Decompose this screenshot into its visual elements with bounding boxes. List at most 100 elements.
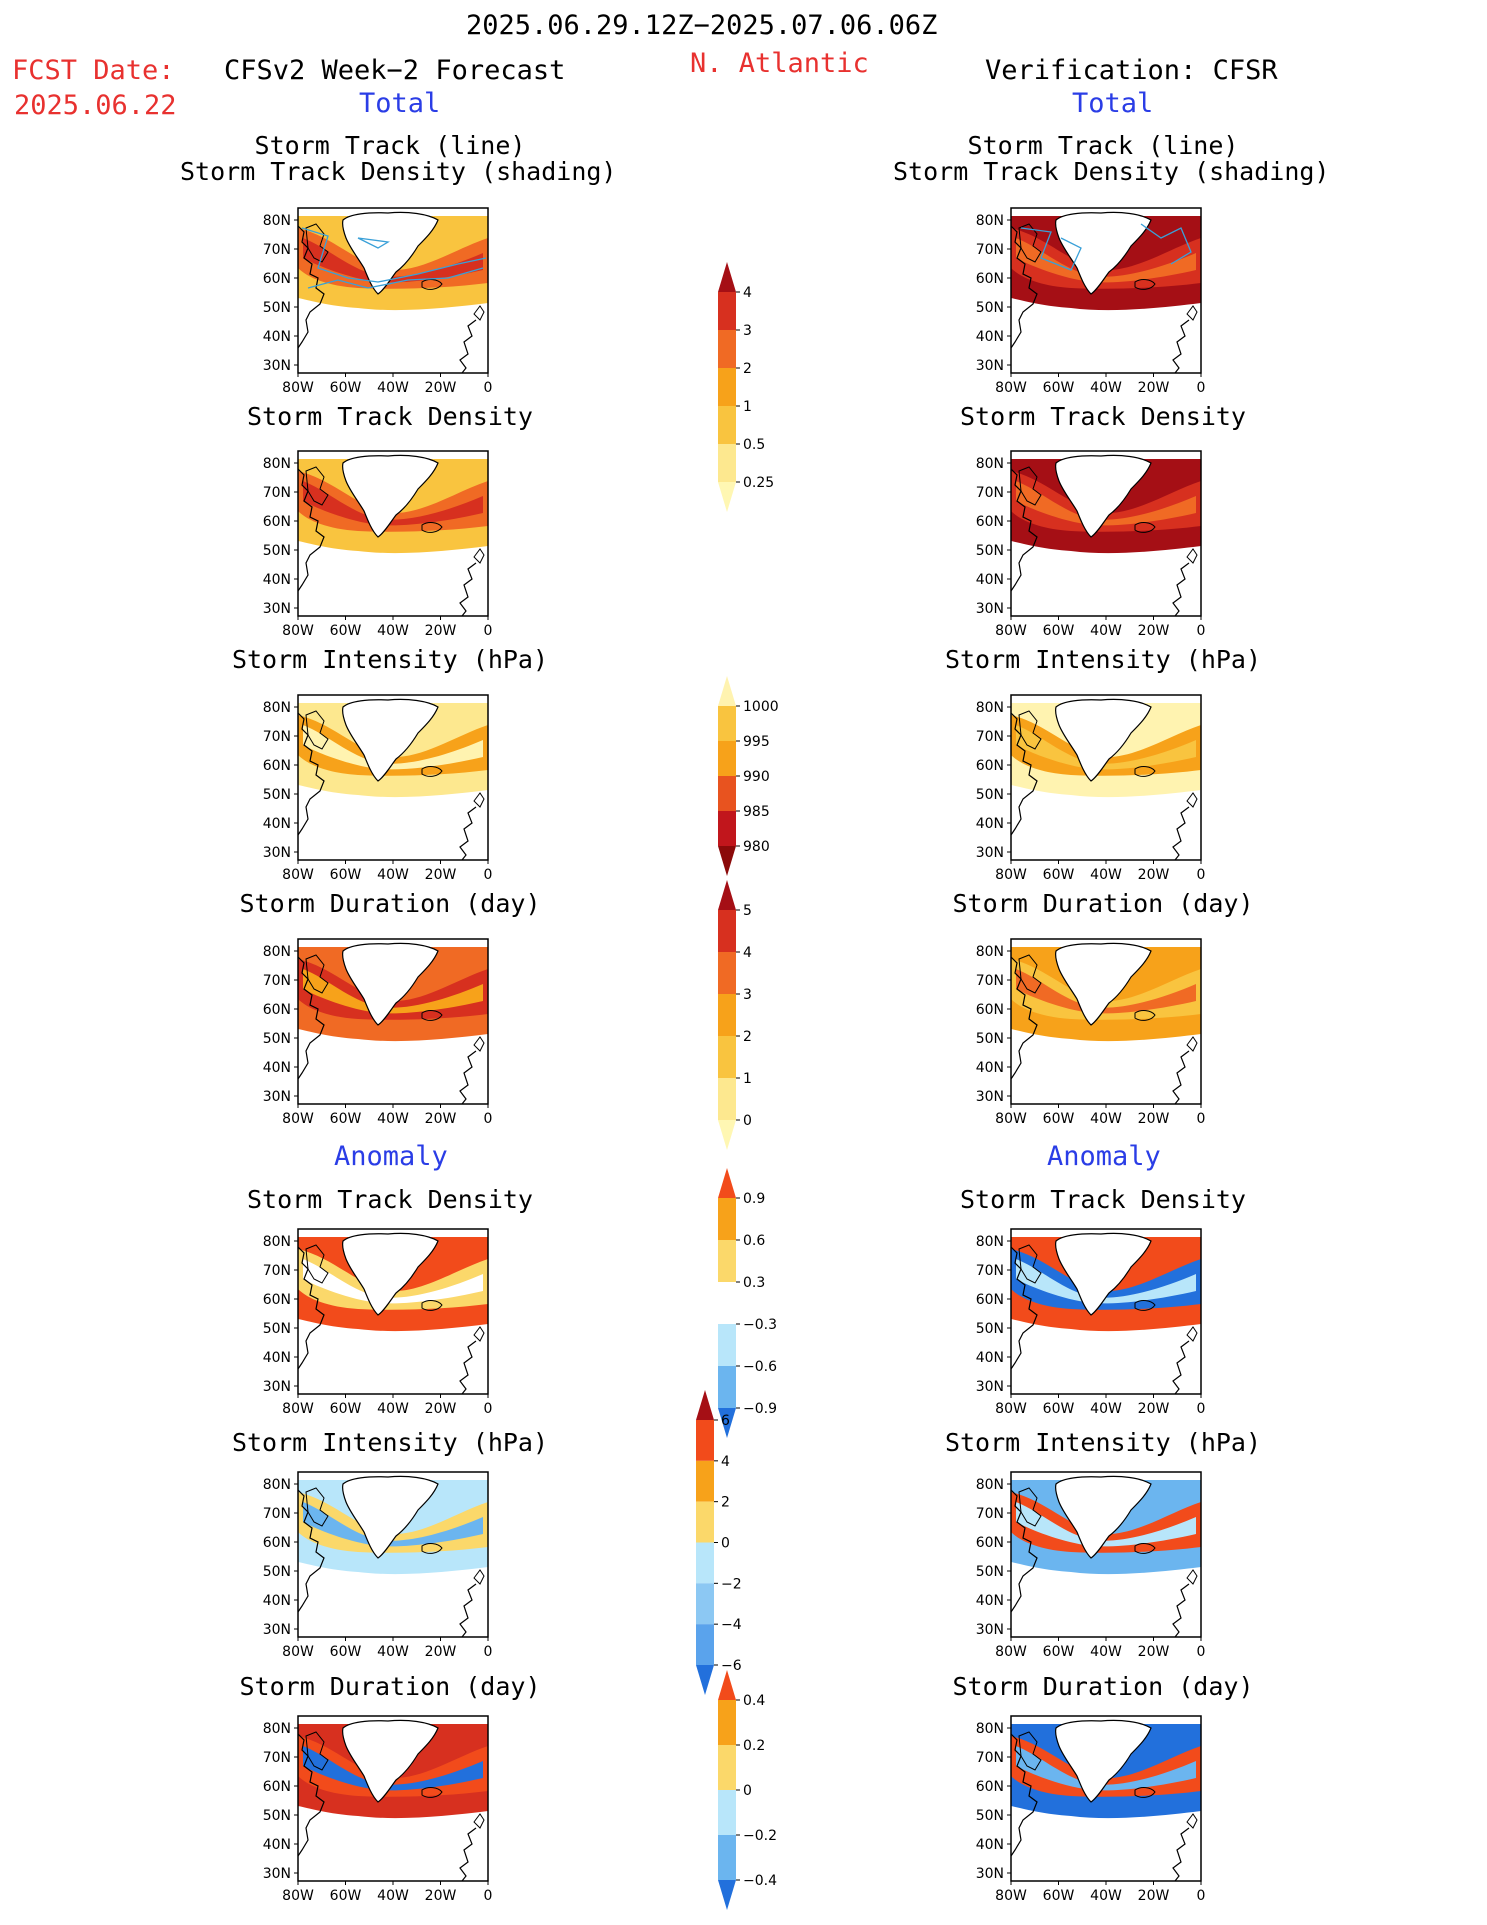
lon-tick-label: 60W bbox=[330, 380, 362, 396]
north-america-coastline bbox=[1010, 468, 1038, 592]
iceland-outline bbox=[421, 1787, 443, 1798]
lat-tick-label: 50N bbox=[976, 300, 1004, 316]
lon-tick-label: 20W bbox=[1138, 380, 1170, 396]
lon-tick-label: 80W bbox=[995, 1644, 1027, 1660]
colorbar-segment bbox=[718, 1036, 736, 1078]
greenland-outline bbox=[342, 698, 439, 782]
lat-tick-label: 50N bbox=[976, 543, 1004, 559]
lat-tick-label: 70N bbox=[976, 973, 1004, 989]
lon-tick-label: 20W bbox=[425, 867, 457, 883]
greenland-outline bbox=[1055, 698, 1152, 782]
lat-tick-label: 70N bbox=[263, 729, 291, 745]
colorbar-label: 0.2 bbox=[743, 1738, 765, 1754]
colorbar-end-triangle bbox=[718, 1670, 736, 1700]
colorbar-segment bbox=[718, 1700, 736, 1745]
baffin-island-outline bbox=[1018, 223, 1042, 263]
north-america-coastline bbox=[297, 1733, 325, 1857]
british-isles-outline bbox=[473, 305, 485, 321]
lon-tick-label: 20W bbox=[1138, 1401, 1170, 1417]
verification-map-panel: 80N 70N 60N 50N 40N 30N 80W 60W 40W 20W 0 bbox=[961, 207, 1211, 405]
colorbar-segment bbox=[718, 1324, 736, 1366]
colorbar-intensity-anomaly: 6 4 2 0 −2 −4 −6 bbox=[696, 1390, 776, 1699]
colorbar-segment bbox=[718, 1240, 736, 1282]
colorbar-segment bbox=[696, 1542, 714, 1584]
colorbar-label: −6 bbox=[721, 1658, 742, 1674]
europe-coastline bbox=[459, 1583, 477, 1638]
lat-tick-label: 60N bbox=[263, 514, 291, 530]
lat-tick-label: 80N bbox=[263, 456, 291, 472]
baffin-island-outline bbox=[1018, 1487, 1042, 1527]
shaded-field bbox=[1016, 969, 1196, 1014]
europe-coastline bbox=[1172, 1827, 1190, 1882]
lon-tick-label: 80W bbox=[995, 1888, 1027, 1904]
colorbar-label: 1 bbox=[743, 399, 752, 415]
forecast-map-panel: 80N 70N 60N 50N 40N 30N 80W 60W 40W 20W 0 bbox=[248, 1471, 498, 1669]
right-track-line-title: Storm Track (line) bbox=[967, 131, 1239, 160]
lat-tick-label: 60N bbox=[976, 271, 1004, 287]
baffin-island-outline bbox=[1018, 1244, 1042, 1284]
right-column-title: Verification: CFSR bbox=[985, 55, 1278, 86]
north-america-coastline bbox=[1010, 956, 1038, 1080]
lon-tick-label: 40W bbox=[377, 1111, 409, 1127]
lat-tick-label: 70N bbox=[976, 1506, 1004, 1522]
lat-tick-label: 50N bbox=[976, 1321, 1004, 1337]
colorbar-segment bbox=[718, 706, 736, 741]
greenland-outline bbox=[342, 1719, 439, 1803]
lon-tick-label: 80W bbox=[995, 623, 1027, 639]
lat-tick-label: 40N bbox=[263, 1593, 291, 1609]
lat-tick-label: 70N bbox=[263, 242, 291, 258]
right-intensity-title: Storm Intensity (hPa) bbox=[944, 645, 1262, 674]
lat-tick-label: 60N bbox=[263, 758, 291, 774]
lat-tick-label: 50N bbox=[976, 1564, 1004, 1580]
colorbar-label: 0.4 bbox=[743, 1693, 765, 1709]
iceland-outline bbox=[421, 1010, 443, 1021]
lat-tick-label: 60N bbox=[976, 758, 1004, 774]
verification-map-panel: 80N 70N 60N 50N 40N 30N 80W 60W 40W 20W 0 bbox=[961, 938, 1211, 1136]
iceland-outline bbox=[421, 522, 443, 533]
lat-tick-label: 30N bbox=[263, 845, 291, 861]
lat-tick-label: 30N bbox=[976, 845, 1004, 861]
lon-tick-label: 20W bbox=[425, 380, 457, 396]
lon-tick-label: 80W bbox=[995, 1111, 1027, 1127]
lat-tick-label: 50N bbox=[263, 543, 291, 559]
lon-tick-label: 80W bbox=[282, 1111, 314, 1127]
north-america-coastline bbox=[297, 1246, 325, 1370]
colorbar-end-triangle bbox=[718, 1120, 736, 1150]
map-svg: 80N 70N 60N 50N 40N 30N 80W 60W 40W 20W 0 bbox=[263, 1471, 493, 1660]
region-title: N. Atlantic bbox=[690, 48, 869, 79]
lon-tick-label: 60W bbox=[1043, 1888, 1075, 1904]
colorbar-label: 2 bbox=[721, 1495, 730, 1511]
date-range-title: 2025.06.29.12Z−2025.07.06.06Z bbox=[466, 10, 938, 41]
europe-coastline bbox=[1172, 1340, 1190, 1395]
colorbar-label: −2 bbox=[721, 1576, 742, 1592]
colorbar-segment bbox=[718, 952, 736, 994]
lat-tick-label: 40N bbox=[976, 329, 1004, 345]
lon-tick-label: 20W bbox=[1138, 1111, 1170, 1127]
map-svg: 80N 70N 60N 50N 40N 30N 80W 60W 40W 20W 0 bbox=[263, 1715, 492, 1904]
colorbar-label: 0.25 bbox=[743, 475, 774, 491]
british-isles-outline bbox=[1186, 1569, 1198, 1585]
lat-tick-label: 30N bbox=[976, 1379, 1004, 1395]
baffin-island-outline bbox=[305, 1731, 329, 1771]
fcst-date-label: FCST Date: bbox=[12, 55, 175, 86]
colorbar-label: 6 bbox=[721, 1413, 730, 1429]
lon-tick-label: 60W bbox=[1043, 1111, 1075, 1127]
lon-tick-label: 80W bbox=[282, 867, 314, 883]
map-svg: 80N 70N 60N 50N 40N 30N 80W 60W 40W 20W 0 bbox=[263, 1228, 492, 1417]
colorbar-segment bbox=[718, 1366, 736, 1408]
lat-tick-label: 40N bbox=[976, 1837, 1004, 1853]
lat-tick-label: 30N bbox=[976, 601, 1004, 617]
lon-tick-label: 20W bbox=[1138, 1888, 1170, 1904]
colorbar-segment bbox=[718, 1835, 736, 1880]
north-america-coastline bbox=[297, 956, 325, 1080]
colorbar-end-triangle bbox=[696, 1665, 714, 1695]
lon-tick-label: 0 bbox=[484, 1644, 493, 1660]
lat-tick-label: 70N bbox=[263, 1506, 291, 1522]
iceland-outline bbox=[1134, 1010, 1156, 1021]
verification-map-panel: 80N 70N 60N 50N 40N 30N 80W 60W 40W 20W 0 bbox=[961, 1471, 1211, 1669]
shaded-field bbox=[303, 969, 483, 1014]
shaded-field bbox=[1016, 1746, 1196, 1791]
lat-tick-label: 30N bbox=[976, 1622, 1004, 1638]
lon-tick-label: 40W bbox=[1090, 623, 1122, 639]
colorbar-label: 2 bbox=[743, 361, 752, 377]
